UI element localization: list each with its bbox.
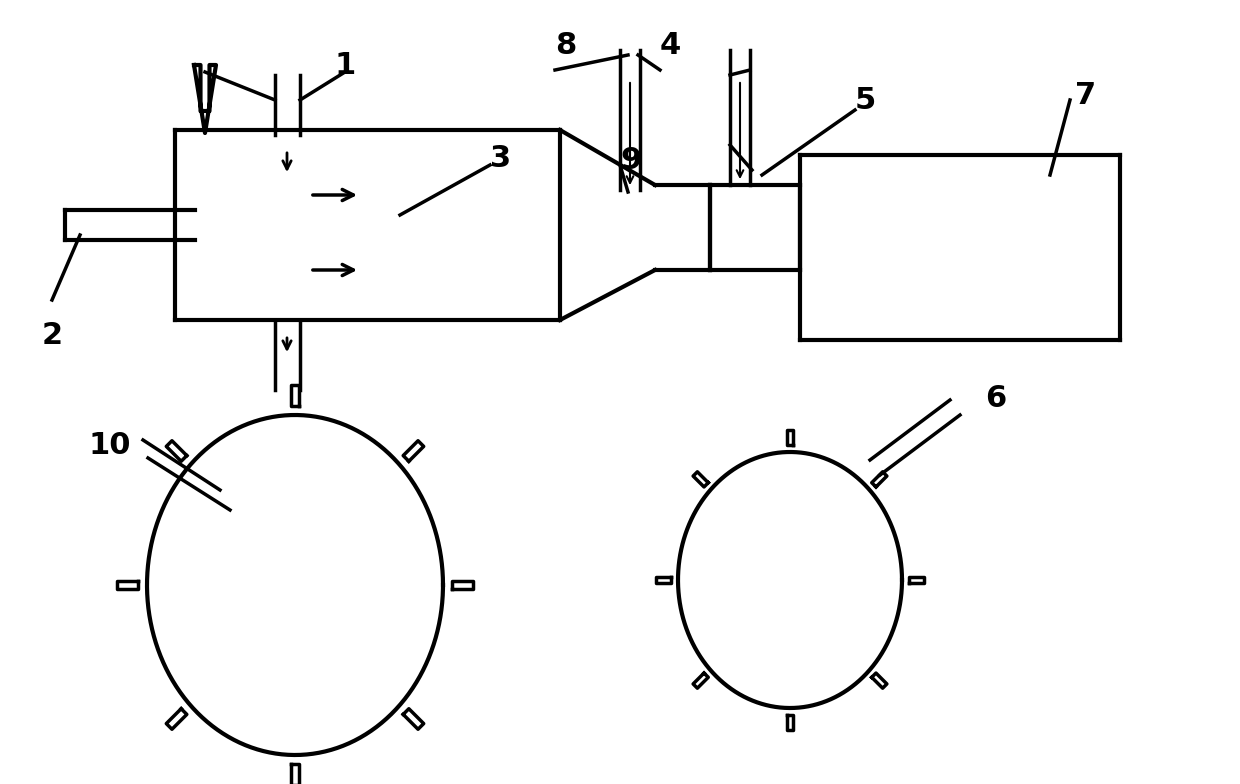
Polygon shape [787,430,794,445]
Text: 6: 6 [985,383,1006,412]
Text: 2: 2 [41,321,62,350]
Polygon shape [403,441,424,461]
Text: 7: 7 [1075,81,1096,110]
Text: 9: 9 [620,146,641,175]
Polygon shape [872,472,887,487]
Polygon shape [872,673,887,688]
Text: 1: 1 [335,50,356,79]
Text: 4: 4 [660,31,681,60]
Polygon shape [909,577,924,583]
Text: 5: 5 [856,85,877,114]
Polygon shape [787,714,794,730]
Polygon shape [403,709,424,729]
Polygon shape [291,385,299,406]
Polygon shape [291,764,299,784]
Polygon shape [453,581,472,589]
Polygon shape [117,581,138,589]
Polygon shape [656,577,671,583]
Polygon shape [166,441,187,461]
Text: 3: 3 [490,143,511,172]
Text: 10: 10 [89,430,131,459]
Polygon shape [693,472,708,487]
Text: 8: 8 [556,31,577,60]
Polygon shape [693,673,708,688]
Polygon shape [166,709,187,729]
